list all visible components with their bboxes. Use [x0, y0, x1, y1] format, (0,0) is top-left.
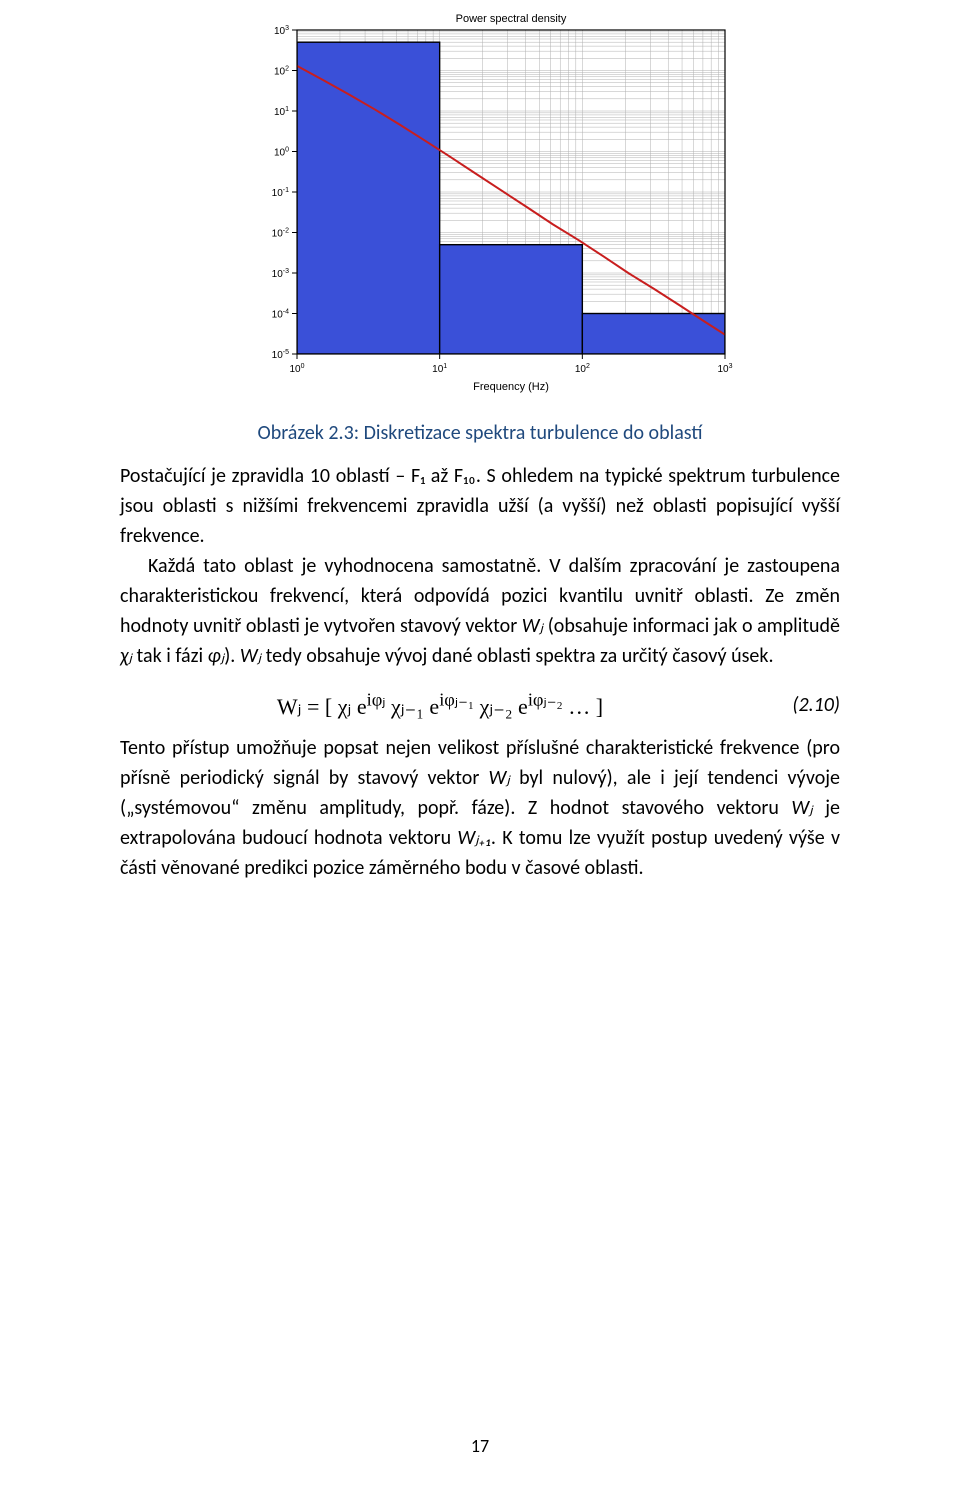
paragraph-1: Postačující je zpravidla 10 oblastí – F₁…	[120, 461, 840, 551]
svg-text:Power spectral density: Power spectral density	[456, 13, 567, 25]
svg-text:101: 101	[432, 363, 447, 375]
math-wj-4: Wⱼ	[791, 796, 812, 820]
math-wj1: Wⱼ₊₁	[457, 826, 491, 850]
page-number: 17	[0, 1435, 960, 1457]
math-wj-2: Wⱼ	[240, 644, 261, 668]
svg-text:Frequency (Hz): Frequency (Hz)	[473, 381, 549, 393]
svg-text:10-4: 10-4	[272, 309, 289, 321]
svg-text:103: 103	[717, 363, 732, 375]
caption-text: Diskretizace spektra turbulence do oblas…	[364, 421, 703, 445]
equation-body: Wⱼ = [ χⱼ eiφⱼ χⱼ₋₁ eiφⱼ₋₁ χⱼ₋₂ eiφⱼ₋₂ ……	[120, 687, 760, 723]
math-wj-3: Wⱼ	[489, 766, 510, 790]
equation-row: Wⱼ = [ χⱼ eiφⱼ χⱼ₋₁ eiφⱼ₋₁ χⱼ₋₂ eiφⱼ₋₂ ……	[120, 687, 840, 723]
p2-run-c: tak i fázi	[132, 644, 208, 668]
svg-text:101: 101	[274, 106, 289, 118]
svg-text:10-3: 10-3	[272, 268, 289, 280]
math-wj: Wⱼ	[522, 614, 543, 638]
svg-text:100: 100	[274, 147, 289, 159]
paragraph-3: Tento přístup umožňuje popsat nejen veli…	[120, 733, 840, 883]
math-chi-j: χⱼ	[120, 644, 132, 668]
svg-text:10-1: 10-1	[272, 187, 289, 199]
svg-text:100: 100	[289, 363, 304, 375]
equation-number: (2.10)	[760, 690, 840, 720]
svg-text:103: 103	[274, 25, 289, 37]
p2-run-e: tedy obsahuje vývoj dané oblasti spektra…	[261, 644, 773, 668]
paragraph-2: Každá tato oblast je vyhodnocena samosta…	[120, 551, 840, 671]
caption-sep: :	[354, 421, 364, 445]
svg-text:102: 102	[575, 363, 590, 375]
svg-text:10-5: 10-5	[272, 349, 289, 361]
svg-text:10-2: 10-2	[272, 228, 289, 240]
psd-chart: 100 101 102 103 10-5 10-4 10-3 10-2 10-1 100 101 10…	[225, 0, 735, 403]
figure-caption: Obrázek 2.3: Diskretizace spektra turbul…	[120, 421, 840, 445]
p2-run-b: (obsahuje informaci jak o amplitudě	[543, 614, 840, 638]
caption-label: Obrázek 2.3	[257, 421, 353, 445]
math-phi-j: φⱼ	[208, 644, 225, 668]
p2-run-d: ).	[224, 644, 240, 668]
svg-text:102: 102	[274, 66, 289, 78]
